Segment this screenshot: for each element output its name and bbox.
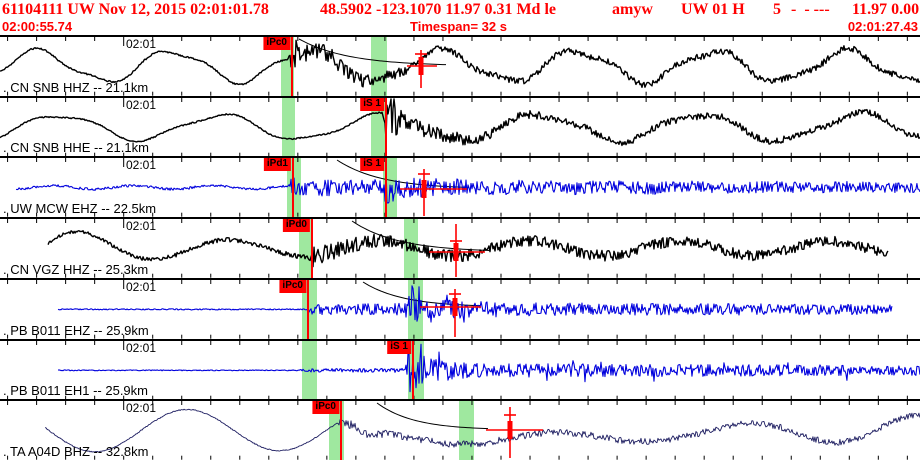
pick-flag[interactable]: iPd0 [282, 219, 310, 233]
trace-panel-pb-b011-eh1[interactable]: iS 1 02:01 . PB B011 EH1 -- 25.9km [0, 338, 920, 400]
minute-label: 02:01 [126, 37, 157, 51]
coda-terminus-marker[interactable] [420, 288, 481, 337]
waveform-pb-b011-ehz [57, 285, 893, 323]
pick-window-band [371, 37, 387, 96]
window-start-time: 02:00:55.74 [2, 19, 73, 34]
trace-panel-uw-mcw-ehz[interactable]: iPd1 iS 1 02:01 . UW MCW EHZ -- 22.5km [0, 156, 920, 218]
coda-terminus-marker[interactable] [485, 407, 543, 459]
pick-line-uw-mcw-ehz[interactable] [385, 158, 387, 218]
pick-line-cn-snb-hhe[interactable] [385, 97, 387, 157]
pick-flag[interactable]: iPc0 [312, 401, 339, 415]
trace-panel-pb-b011-ehz[interactable]: iPc0 02:01 . PB B011 EHZ -- 25.9km [0, 277, 920, 339]
pick-window-band [281, 37, 294, 96]
waveform-pb-b011-eh1 [58, 343, 920, 392]
trace-plot [7, 158, 920, 218]
event-summary-segment: 61104111 UW Nov 12, 2015 02:01:01.78 [2, 1, 269, 18]
trace-panel-cn-snb-hhe[interactable]: iS 1 02:01 . CN SNB HHE -- 21.1km [0, 95, 920, 157]
coda-decay-curve [351, 220, 491, 252]
waveform-ta-a04d-bhz [44, 408, 920, 453]
trace-panel-cn-vgz-hhz[interactable]: iPd0 02:01 . CN VGZ HHZ -- 25.3km [0, 217, 920, 278]
station-label-cn-snb-hhz: . CN SNB HHZ -- 21.1km [3, 79, 149, 95]
pick-line-pb-b011-ehz[interactable] [307, 279, 309, 339]
pick-line-ta-a04d-bhz[interactable] [340, 401, 342, 460]
minute-label: 02:01 [126, 401, 157, 416]
minute-label: 02:01 [126, 340, 157, 355]
pick-flag[interactable]: iS 1 [387, 340, 411, 354]
minute-label: 02:01 [126, 97, 157, 112]
coda-terminus-marker[interactable] [429, 224, 485, 278]
station-label-pb-b011-eh1: . PB B011 EH1 -- 25.9km [3, 383, 148, 399]
station-label-uw-mcw-ehz: . UW MCW EHZ -- 22.5km [3, 201, 157, 217]
window-end-time: 02:01:27.43 [847, 19, 918, 34]
event-summary-segment: 11.97 0.00 [852, 1, 920, 18]
pick-window-band [299, 219, 313, 278]
pick-flag[interactable]: iS 1 [360, 158, 384, 172]
event-summary-segment: amyw [612, 1, 653, 18]
event-summary-segment: 48.5902 -123.1070 11.97 0.31 Md le [320, 1, 556, 18]
waveform-cn-snb-hhz [0, 39, 920, 89]
pick-flag[interactable]: iPc0 [263, 37, 290, 50]
event-summary-line: 61104111 UW Nov 12, 2015 02:01:01.78 48.5… [0, 0, 920, 19]
station-label-cn-vgz-hhz: . CN VGZ HHZ -- 25.3km [3, 261, 149, 277]
event-summary-segment: UW 01 H [681, 1, 745, 18]
minute-label: 02:01 [126, 279, 157, 294]
pick-flag[interactable]: iPd1 [263, 158, 291, 172]
pick-window-band [287, 158, 301, 218]
waveform-uw-mcw-ehz [15, 165, 920, 205]
pick-line-pb-b011-eh1[interactable] [412, 340, 414, 400]
pick-line-cn-vgz-hhz[interactable] [311, 219, 313, 278]
waveform-cn-snb-hhe [0, 98, 920, 146]
trace-panel-cn-snb-hhz[interactable]: iPc0 02:01 . CN SNB HHZ -- 21.1km [0, 35, 920, 96]
trace-panel-ta-a04d-bhz[interactable]: iPc0 02:01 . TA A04D BHZ -- 32.8km [0, 399, 920, 460]
time-window-bar: 02:00:55.74 Timespan= 32 s 02:01:27.43 [0, 19, 920, 35]
pick-window-band [302, 279, 317, 339]
waveform-cn-vgz-hhz [47, 230, 889, 268]
timespan-label: Timespan= 32 s [410, 19, 507, 34]
pick-flag[interactable]: iPc0 [279, 279, 306, 293]
coda-terminus-marker[interactable] [400, 169, 467, 217]
station-label-cn-snb-hhe: . CN SNB HHE -- 21.1km [3, 140, 149, 156]
pick-window-band [282, 97, 295, 157]
station-label-ta-a04d-bhz: . TA A04D BHZ -- 32.8km [3, 443, 149, 459]
trace-plot [7, 219, 908, 278]
minute-label: 02:01 [126, 158, 157, 173]
station-label-pb-b011-ehz: . PB B011 EHZ -- 25.9km [3, 322, 149, 338]
pick-flag[interactable]: iS 1 [360, 97, 384, 111]
trace-plot [7, 340, 920, 400]
pick-line-cn-snb-hhz[interactable] [291, 37, 293, 96]
trace-panel-stack: iPc0 02:01 . CN SNB HHZ -- 21.1km iS 1 02:01… [0, 35, 920, 460]
event-summary-segment: 5 [773, 1, 781, 18]
coda-decay-curve [376, 402, 489, 430]
trace-plot [0, 97, 920, 157]
pick-line-uw-mcw-ehz[interactable] [292, 158, 294, 218]
minute-label: 02:01 [126, 219, 157, 234]
trace-plot [0, 37, 920, 96]
coda-terminus-marker[interactable] [407, 49, 438, 88]
coda-decay-curve [336, 159, 470, 189]
event-summary-segment: - - --- [791, 1, 830, 18]
